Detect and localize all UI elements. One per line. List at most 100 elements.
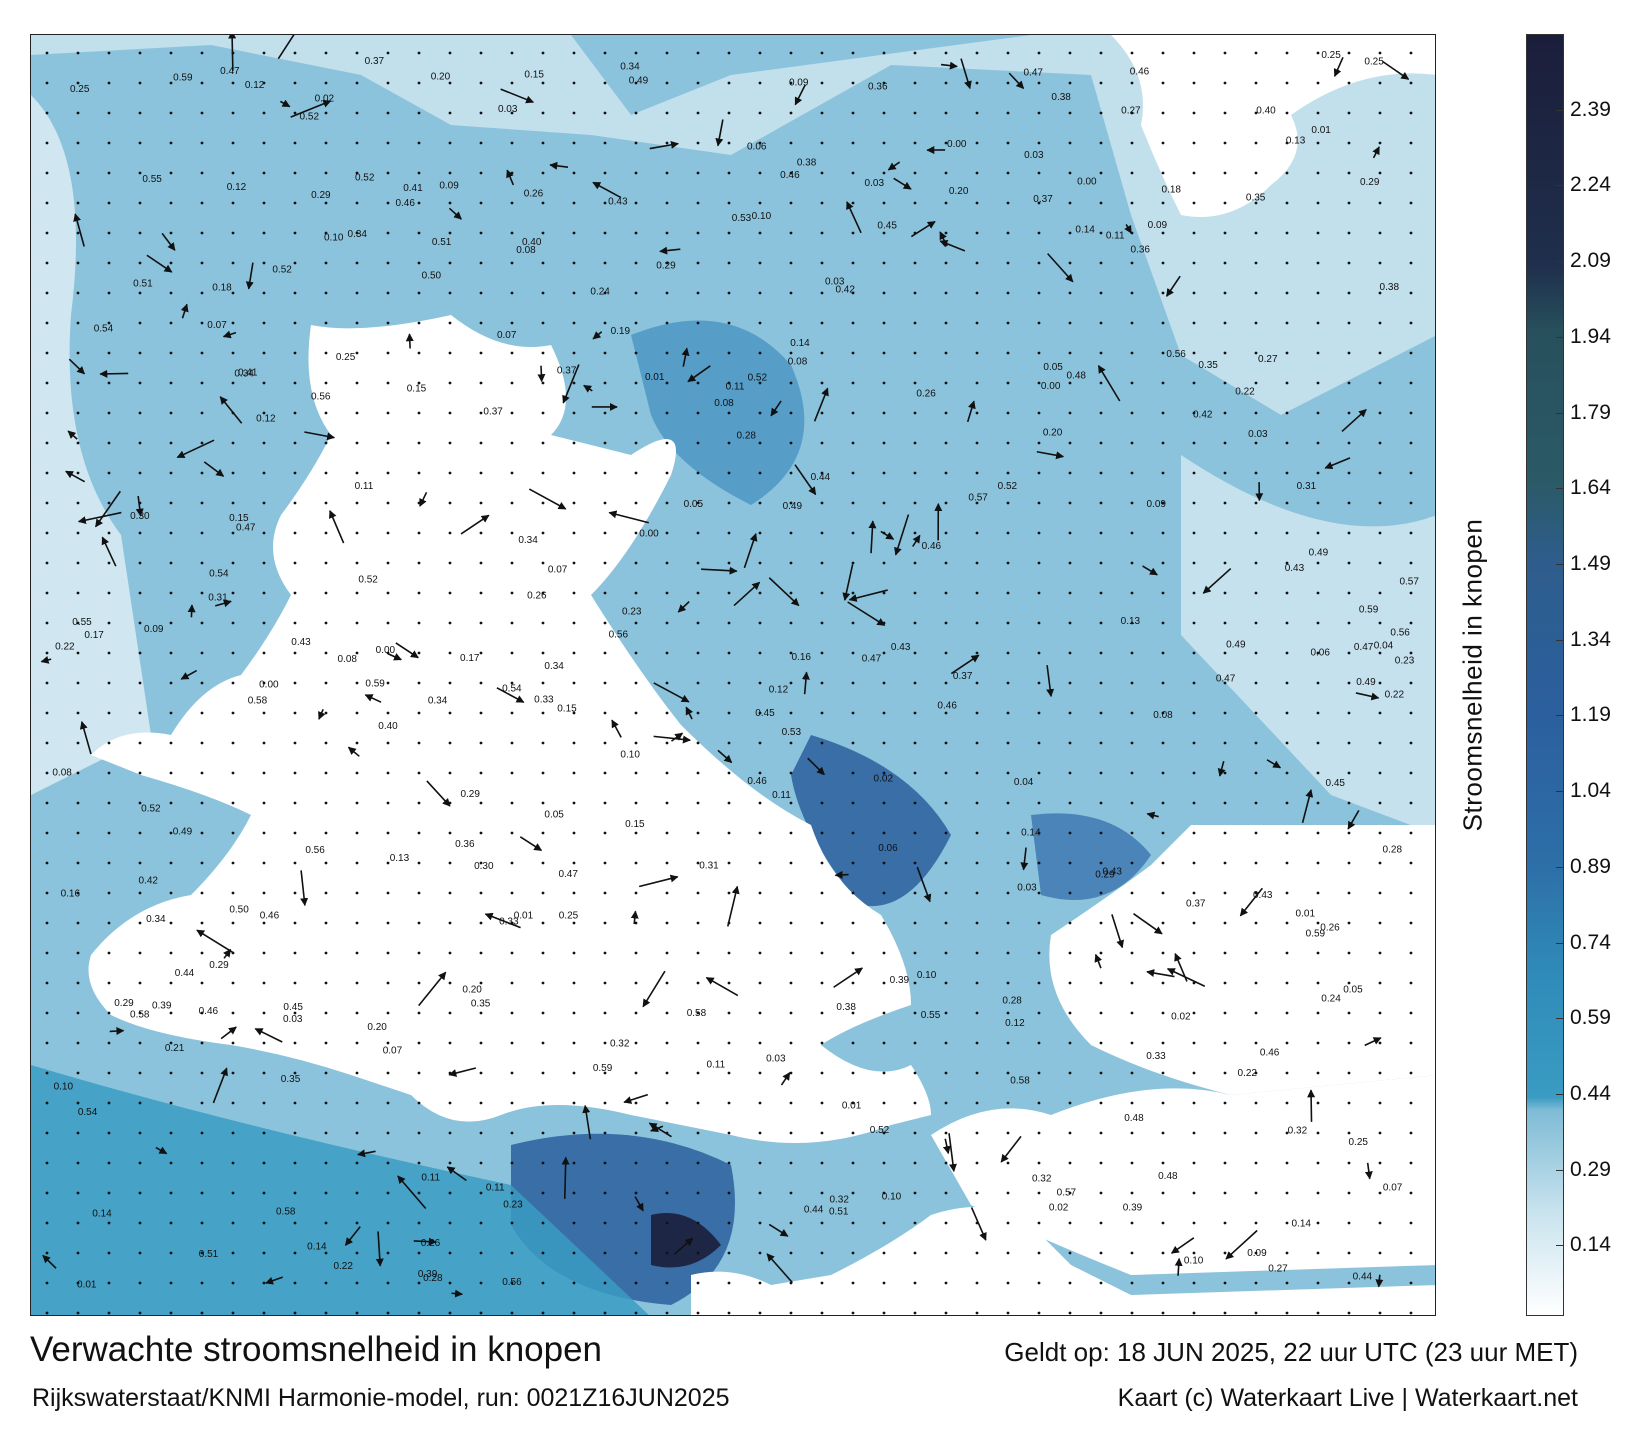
grid-dot [1006,291,1010,295]
grid-dot [1254,621,1258,625]
grid-dot [1037,81,1041,85]
grid-dot [572,591,576,595]
grid-dot [1254,1221,1258,1225]
grid-dot [231,441,235,445]
grid-dot [696,741,700,745]
grid-dot [1409,1221,1413,1225]
current-arrow [1111,914,1124,949]
current-arrow [528,488,567,510]
grid-dot [169,1221,173,1225]
grid-dot [1254,561,1258,565]
current-arrow [1341,408,1367,433]
grid-dot [727,891,731,895]
grid-dot [975,1071,979,1075]
grid-dot [541,1131,545,1135]
grid-dot [1130,921,1134,925]
grid-dot [1378,861,1382,865]
grid-dot [820,261,824,265]
current-arrow [446,1166,467,1182]
grid-dot [324,231,328,235]
grid-dot [1068,1071,1072,1075]
current-arrow [1165,275,1181,297]
grid-dot [169,951,173,955]
grid-dot [820,561,824,565]
grid-dot [1130,891,1134,895]
grid-dot [169,651,173,655]
grid-dot [386,501,390,505]
current-arrow [893,177,912,190]
speed-annotation: 0.27 [1121,106,1141,117]
current-arrow [101,536,117,567]
grid-dot [200,741,204,745]
grid-dot [975,291,979,295]
grid-dot [1378,981,1382,985]
grid-dot [293,1071,297,1075]
grid-dot [510,1131,514,1135]
current-arrow [592,181,622,199]
grid-dot [417,411,421,415]
grid-dot [696,651,700,655]
speed-annotation: 0.58 [687,1008,707,1019]
grid-dot [231,1281,235,1285]
grid-dot [293,441,297,445]
colorbar-gradient [1527,35,1563,1315]
colorbar-tick-mark [1556,488,1564,490]
grid-dot [1130,51,1134,55]
grid-dot [107,111,111,115]
grid-dot [1409,201,1413,205]
grid-dot [479,381,483,385]
grid-dot [448,651,452,655]
grid-dot [1068,681,1072,685]
grid-dot [293,1221,297,1225]
grid-dot [541,291,545,295]
grid-dot [572,1101,576,1105]
grid-dot [1254,81,1258,85]
grid-dot [169,741,173,745]
grid-dot [851,381,855,385]
speed-annotation: 0.10 [917,970,937,981]
grid-dot [1130,471,1134,475]
grid-dot [1130,1131,1134,1135]
grid-dot [76,1101,80,1105]
current-arrow [79,720,92,755]
grid-dot [665,591,669,595]
grid-dot [913,321,917,325]
grid-dot [665,51,669,55]
grid-dot [107,951,111,955]
grid-dot [324,1251,328,1255]
grid-dot [975,111,979,115]
grid-dot [417,1311,421,1315]
grid-dot [572,651,576,655]
current-arrow [500,88,535,104]
grid-dot [1378,321,1382,325]
grid-dot [1254,861,1258,865]
grid-dot [758,591,762,595]
grid-dot [789,771,793,775]
grid-dot [1409,471,1413,475]
grid-dot [200,261,204,265]
grid-dot [1316,411,1320,415]
grid-dot [1316,1251,1320,1255]
grid-dot [324,501,328,505]
grid-dot [758,381,762,385]
grid-dot [665,201,669,205]
grid-dot [138,1251,142,1255]
speed-annotation: 0.34 [518,535,538,546]
grid-dot [510,321,514,325]
grid-dot [820,1281,824,1285]
speed-annotation: 0.57 [1057,1187,1077,1198]
grid-dot [665,321,669,325]
grid-dot [324,51,328,55]
grid-dot [944,1071,948,1075]
grid-dot [1006,1041,1010,1045]
grid-dot [1037,531,1041,535]
grid-dot [262,1101,266,1105]
grid-dot [851,1251,855,1255]
grid-dot [727,1311,731,1315]
land-south [691,1207,1435,1315]
grid-dot [758,201,762,205]
grid-dot [665,141,669,145]
current-arrow [73,213,85,247]
grid-dot [200,1131,204,1135]
grid-dot [479,891,483,895]
